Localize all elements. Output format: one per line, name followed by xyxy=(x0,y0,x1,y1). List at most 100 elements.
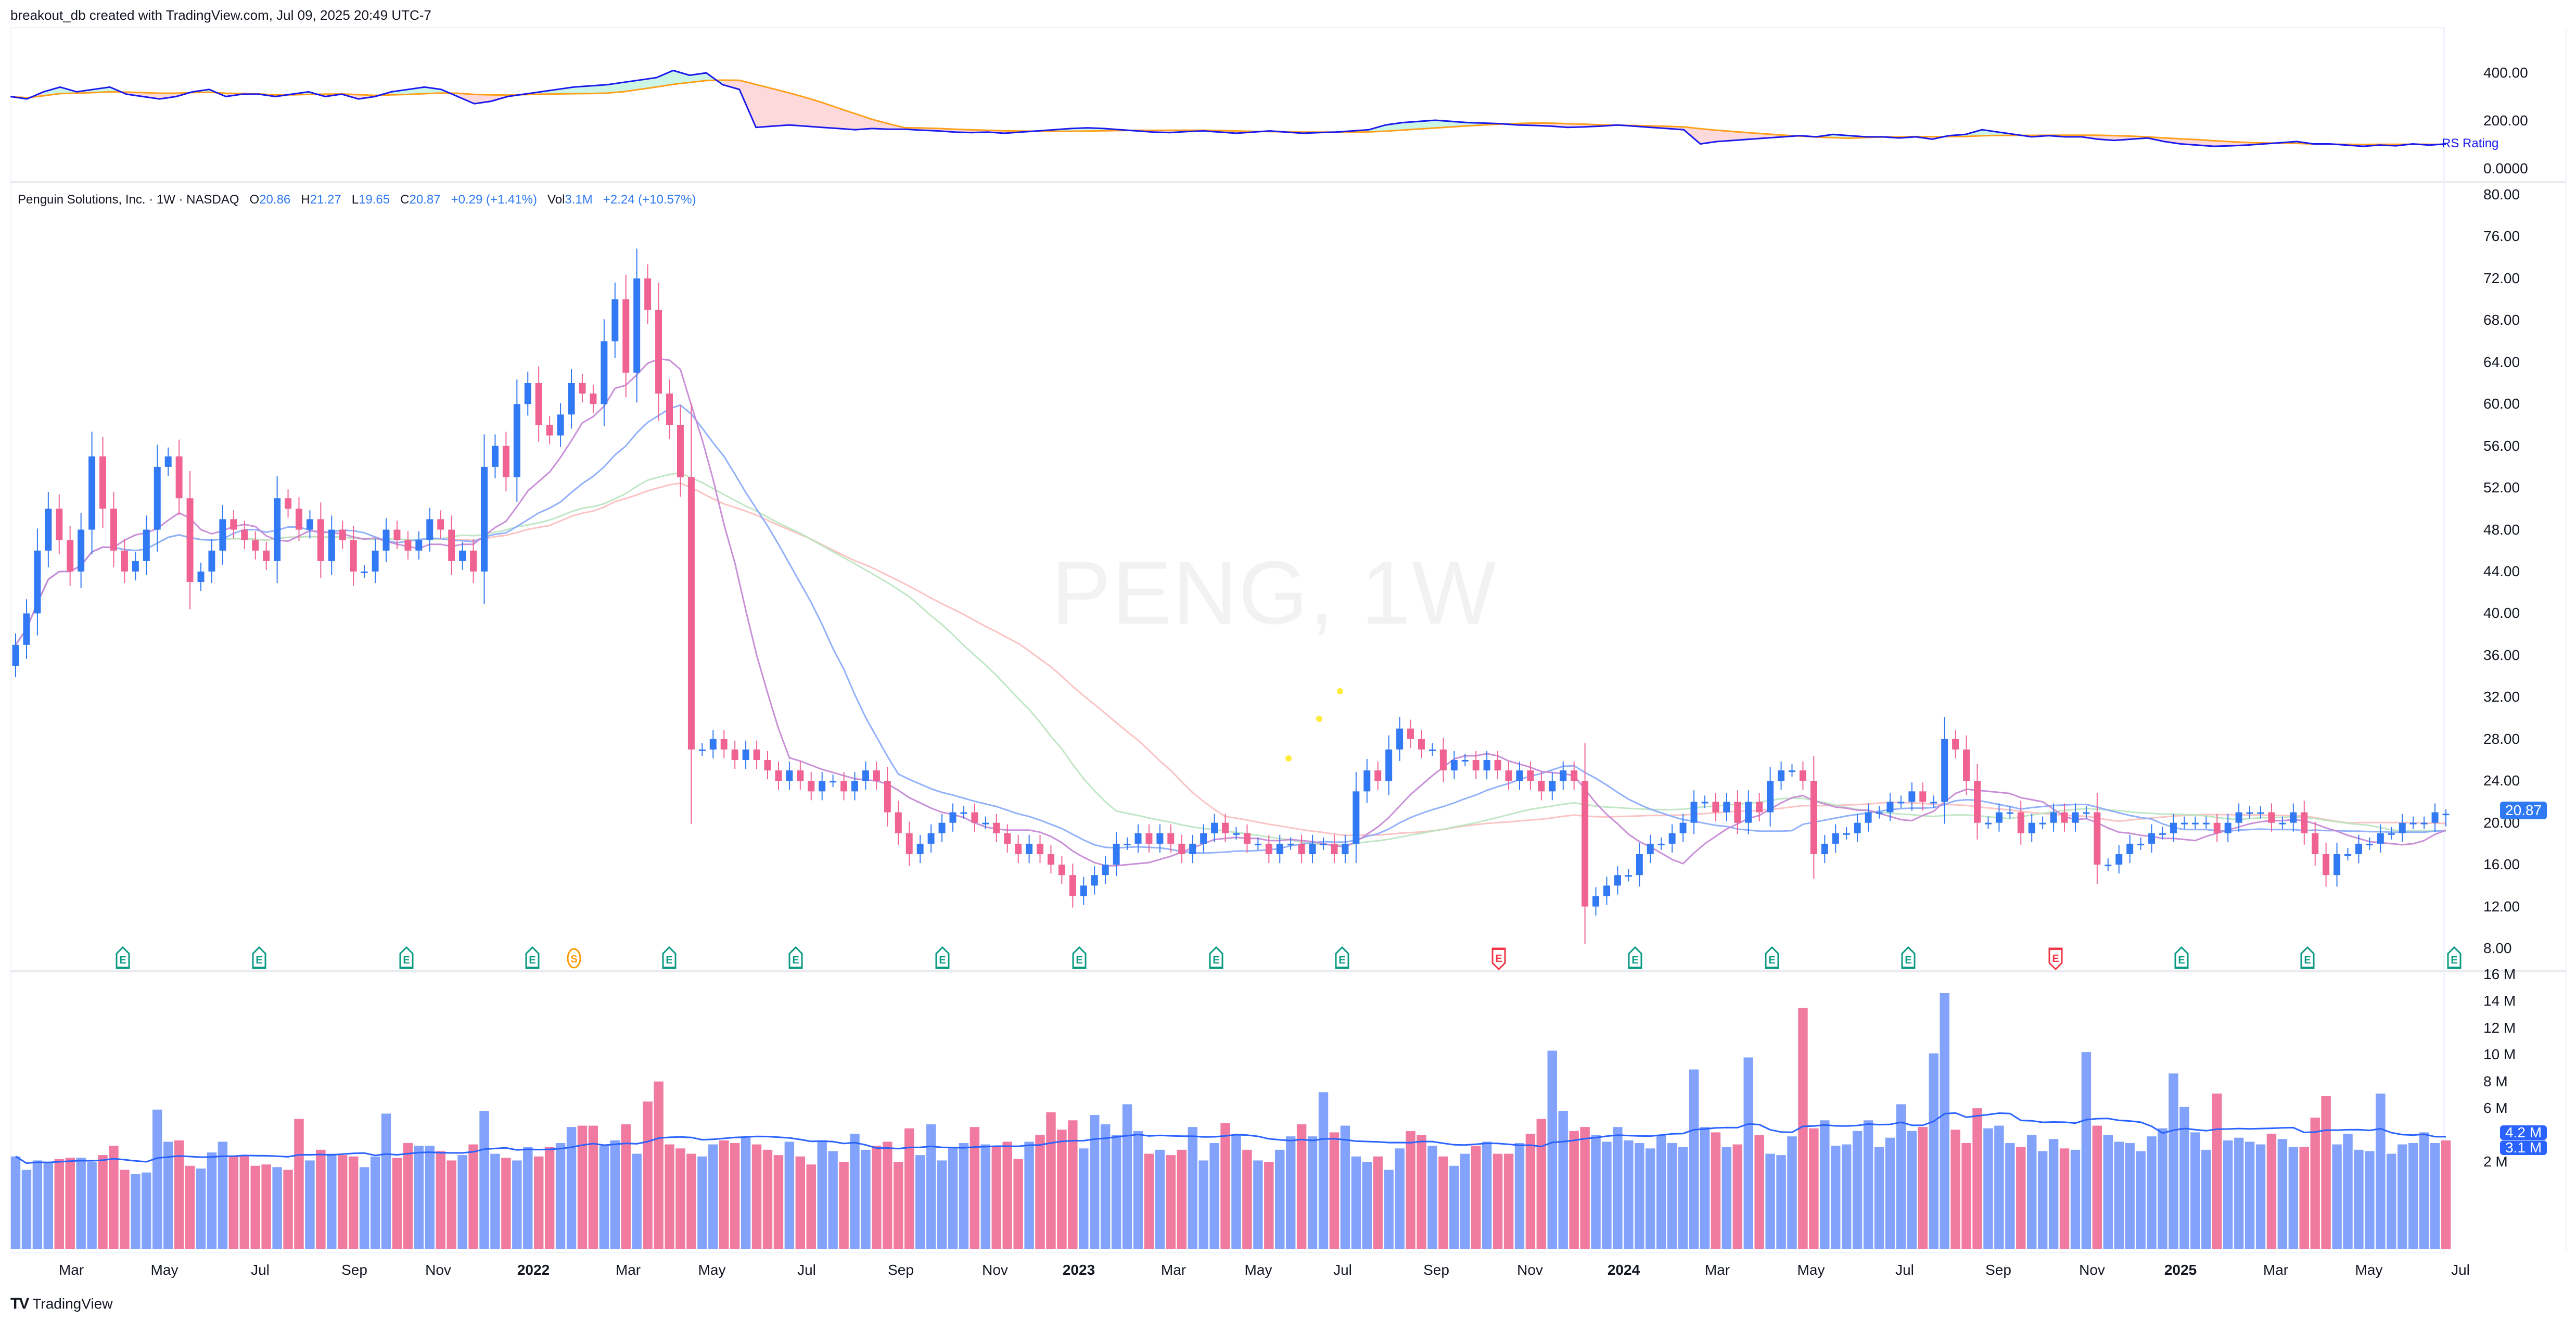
earnings-marker-icon[interactable]: E xyxy=(397,946,416,970)
earnings-marker-icon[interactable]: E xyxy=(933,946,952,970)
time-axis-label: Sep xyxy=(1423,1262,1449,1278)
volume-axis-tick: 6 M xyxy=(2483,1100,2508,1117)
rs-rating-label: RS Rating xyxy=(2442,136,2499,150)
volume-bars xyxy=(10,993,2451,1249)
close-value: 20.87 xyxy=(409,193,441,207)
earnings-marker-icon[interactable]: E xyxy=(2172,946,2191,970)
price-axis-tick: 16.00 xyxy=(2483,856,2520,873)
earnings-marker-icon[interactable]: E xyxy=(2298,946,2317,970)
volume-ma-tag: 4.2 M xyxy=(2500,1125,2547,1140)
price-axis-tick: 32.00 xyxy=(2483,689,2520,705)
time-axis-label: Nov xyxy=(425,1262,451,1278)
time-axis-label: 2022 xyxy=(517,1262,550,1278)
open-value: 20.86 xyxy=(259,193,291,207)
time-axis-label: Mar xyxy=(1161,1262,1187,1278)
earnings-marker-icon[interactable]: E xyxy=(660,946,679,970)
svg-text:E: E xyxy=(1076,955,1082,966)
price-axis-tick: 24.00 xyxy=(2483,772,2520,789)
price-axis-tick: 60.00 xyxy=(2483,396,2520,412)
symbol-watermark: PENG, 1W xyxy=(1051,543,1498,643)
rs-axis-tick: 400.00 xyxy=(2483,65,2528,81)
chart-credit: breakout_db created with TradingView.com… xyxy=(10,7,431,23)
time-axis-label: Mar xyxy=(2263,1262,2289,1278)
price-axis-tick: 8.00 xyxy=(2483,940,2512,956)
volume-value: 3.1M xyxy=(565,193,593,207)
symbol-name[interactable]: Penguin Solutions, Inc. · 1W · NASDAQ xyxy=(18,193,239,207)
time-axis-label: Nov xyxy=(2079,1262,2105,1278)
svg-text:E: E xyxy=(1213,955,1219,966)
earnings-marker-icon[interactable]: E xyxy=(2046,946,2065,971)
tradingview-brand: TradingView xyxy=(32,1296,113,1312)
svg-text:E: E xyxy=(403,955,410,966)
earnings-marker-icon[interactable]: E xyxy=(1333,946,1351,970)
time-axis-label: 2025 xyxy=(2164,1262,2197,1278)
chart-frame xyxy=(10,27,2444,1253)
svg-text:E: E xyxy=(2052,953,2059,965)
price-axis-tick: 36.00 xyxy=(2483,646,2520,663)
tradingview-logo[interactable]: TV TradingView xyxy=(10,1295,112,1313)
svg-text:E: E xyxy=(1631,955,1638,966)
high-value: 21.27 xyxy=(310,193,341,207)
earnings-marker-icon[interactable]: E xyxy=(786,946,805,970)
price-axis-tick: 48.00 xyxy=(2483,521,2520,538)
earnings-marker-icon[interactable]: E xyxy=(250,946,269,970)
price-axis-tick: 80.00 xyxy=(2483,186,2520,202)
svg-text:E: E xyxy=(119,955,126,966)
price-axis-tick: 76.00 xyxy=(2483,228,2520,245)
time-axis-label: Jul xyxy=(2451,1262,2470,1278)
candles xyxy=(12,248,2450,944)
earnings-marker-icon[interactable]: E xyxy=(1207,946,1226,970)
price-axis-tick: 44.00 xyxy=(2483,563,2520,579)
volume-pane-divider[interactable] xyxy=(10,970,2566,972)
volume-axis-tick: 10 M xyxy=(2483,1046,2516,1063)
svg-text:S: S xyxy=(570,954,577,965)
svg-text:E: E xyxy=(2304,955,2311,966)
earnings-marker-icon[interactable]: E xyxy=(1070,946,1089,970)
tradingview-logo-icon: TV xyxy=(10,1295,29,1312)
svg-text:E: E xyxy=(256,955,262,966)
volume-tag: 3.1 M xyxy=(2500,1140,2547,1155)
svg-text:E: E xyxy=(2178,955,2185,966)
time-axis-label: Jul xyxy=(1333,1262,1352,1278)
time-axis-label: 2023 xyxy=(1062,1262,1095,1278)
time-axis-label: Sep xyxy=(1985,1262,2011,1278)
time-axis-label: Sep xyxy=(888,1262,914,1278)
earnings-marker-icon[interactable]: E xyxy=(1489,946,1508,971)
price-change: +0.29 (+1.41%) xyxy=(451,193,538,207)
volume-label: Vol xyxy=(547,193,565,207)
earnings-marker-icon[interactable]: E xyxy=(1626,946,1644,970)
close-label: C xyxy=(400,193,410,207)
time-axis-label: May xyxy=(698,1262,726,1278)
time-axis-label: Jul xyxy=(251,1262,270,1278)
split-marker-icon[interactable]: S xyxy=(565,946,583,970)
low-label: L xyxy=(351,193,359,207)
last-price-tag: 20.87 xyxy=(2500,802,2547,819)
rs-axis-tick: 0.0000 xyxy=(2483,160,2528,176)
time-axis-label: 2024 xyxy=(1607,1262,1640,1278)
price-axis-tick: 28.00 xyxy=(2483,730,2520,747)
symbol-legend[interactable]: Penguin Solutions, Inc. · 1W · NASDAQ O2… xyxy=(18,193,696,207)
price-axis-tick: 40.00 xyxy=(2483,605,2520,622)
earnings-marker-icon[interactable]: E xyxy=(1899,946,1918,970)
svg-text:E: E xyxy=(1768,955,1775,966)
svg-text:E: E xyxy=(939,955,946,966)
earnings-marker-icon[interactable]: E xyxy=(2445,946,2464,970)
open-label: O xyxy=(249,193,260,207)
time-axis-label: Mar xyxy=(1704,1262,1730,1278)
earnings-marker-icon[interactable]: E xyxy=(523,946,542,970)
volume-axis-tick: 14 M xyxy=(2483,993,2516,1009)
rs-axis-tick: 200.00 xyxy=(2483,112,2528,129)
svg-text:E: E xyxy=(666,955,672,966)
volume-axis-tick: 2 M xyxy=(2483,1153,2508,1170)
earnings-marker-icon[interactable]: E xyxy=(113,946,132,970)
earnings-marker-icon[interactable]: E xyxy=(1763,946,1781,970)
time-axis-label: Jul xyxy=(797,1262,816,1278)
time-axis-label: May xyxy=(2355,1262,2383,1278)
price-scale[interactable] xyxy=(2444,27,2567,1253)
svg-text:E: E xyxy=(2451,955,2457,966)
rs-pane-divider[interactable] xyxy=(10,181,2566,183)
time-axis-label: Jul xyxy=(1895,1262,1914,1278)
time-axis-label: Mar xyxy=(615,1262,641,1278)
time-axis-label: May xyxy=(1797,1262,1825,1278)
